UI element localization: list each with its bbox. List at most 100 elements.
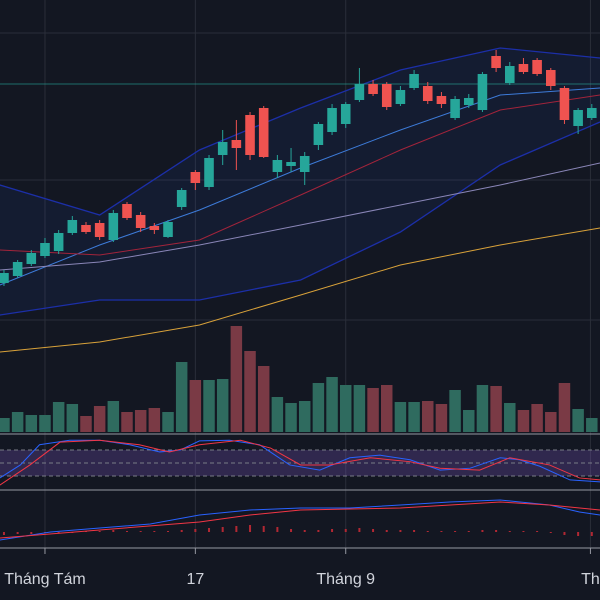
macd-histogram-bar <box>399 530 402 532</box>
volume-bar <box>257 366 270 432</box>
candle-body <box>299 156 310 172</box>
volume-bar <box>572 409 584 432</box>
volume-bar <box>531 404 543 432</box>
band-upper <box>0 47 600 216</box>
candle-body <box>436 96 447 104</box>
candle-body <box>26 253 37 264</box>
rsi-line <box>0 439 600 486</box>
macd-line <box>0 501 600 539</box>
candle-body <box>422 86 433 101</box>
volume-bar <box>39 415 51 432</box>
volume-bar <box>271 397 284 432</box>
volume-bar <box>422 401 434 432</box>
volume-bar <box>367 388 379 432</box>
volume-bar <box>298 401 311 432</box>
band-fill <box>0 48 600 315</box>
candle-body <box>450 99 460 118</box>
candle-body <box>163 222 173 237</box>
candle-body <box>0 273 9 283</box>
volume-bar <box>66 404 79 432</box>
volume-bar <box>107 401 120 432</box>
macd-histogram-bar <box>2 532 5 535</box>
volume-bar <box>408 402 420 432</box>
macd-histogram-bar <box>508 531 511 532</box>
volume-bar <box>93 406 106 432</box>
candle-body <box>149 226 160 230</box>
candle-body <box>12 262 23 276</box>
candle-body <box>286 162 296 166</box>
macd-histogram-bar <box>413 530 416 532</box>
macd-histogram-bar <box>112 530 115 532</box>
candle-body <box>204 158 214 187</box>
macd-histogram-bar <box>344 529 347 532</box>
macd-histogram-bar <box>426 531 429 532</box>
volume-bar <box>162 412 174 432</box>
moving-average <box>0 94 600 256</box>
candle-body <box>463 98 474 105</box>
volume-bar <box>326 377 338 432</box>
macd-histogram-bar <box>536 531 539 532</box>
x-tick-label: 17 <box>186 571 204 588</box>
band-lower <box>0 121 600 316</box>
volume-bar <box>476 385 489 432</box>
macd-histogram-bar <box>249 525 252 532</box>
volume-bar <box>25 415 38 432</box>
candle-body <box>122 204 132 218</box>
macd-histogram-bar <box>331 529 334 532</box>
candle-body <box>340 104 351 124</box>
candle-body <box>231 140 242 148</box>
candle-body <box>491 56 501 68</box>
macd-histogram-bar <box>30 532 33 534</box>
macd-histogram-bar <box>139 531 142 532</box>
candle-body <box>546 70 556 86</box>
candle-body <box>327 108 337 132</box>
macd-histogram-bar <box>495 530 498 532</box>
candle-body <box>67 220 78 233</box>
candle-body <box>217 142 228 155</box>
volume-bar <box>52 402 65 432</box>
x-tick-label: Th <box>581 571 600 588</box>
volume-bar <box>148 408 161 432</box>
volume-bar <box>339 385 352 432</box>
macd-histogram-bar <box>590 532 593 536</box>
macd-histogram-bar <box>481 530 484 532</box>
candle-body <box>94 223 105 237</box>
macd-histogram-bar <box>125 531 128 532</box>
candle-body <box>532 60 542 74</box>
volume-bar <box>175 362 188 432</box>
macd-histogram-bar <box>194 529 197 532</box>
candle-body <box>354 84 365 100</box>
volume-bar <box>490 386 502 432</box>
volume-bar <box>11 412 24 432</box>
macd-histogram-bar <box>467 531 470 532</box>
macd-histogram-bar <box>303 530 306 532</box>
volume-bar <box>244 351 256 432</box>
macd-histogram-bar <box>208 528 211 532</box>
volume-bar <box>353 385 366 432</box>
candle-body <box>518 64 529 72</box>
candle-body <box>81 225 91 232</box>
candle-body <box>258 108 269 157</box>
macd-histogram-bar <box>276 527 279 532</box>
macd-histogram-bar <box>167 531 170 532</box>
candle-body <box>135 215 146 228</box>
candle-body <box>53 233 64 251</box>
candle-body <box>245 115 255 155</box>
candle-body <box>559 88 570 120</box>
candle-body <box>409 74 419 88</box>
volume-bar <box>394 402 407 432</box>
macd-histogram-bar <box>235 526 238 532</box>
macd-histogram-bar <box>98 531 101 532</box>
x-tick-label: Tháng 9 <box>316 571 375 588</box>
volume-bar <box>216 379 229 432</box>
volume-bar <box>449 390 461 432</box>
candle-body <box>368 84 378 94</box>
candle-body <box>504 66 515 83</box>
candle-body <box>587 108 597 118</box>
macd-histogram-bar <box>440 531 443 532</box>
volume-bar <box>380 385 393 432</box>
macd-histogram-bar <box>454 531 457 532</box>
macd-histogram-bar <box>385 530 388 532</box>
volume-bar <box>121 412 133 432</box>
